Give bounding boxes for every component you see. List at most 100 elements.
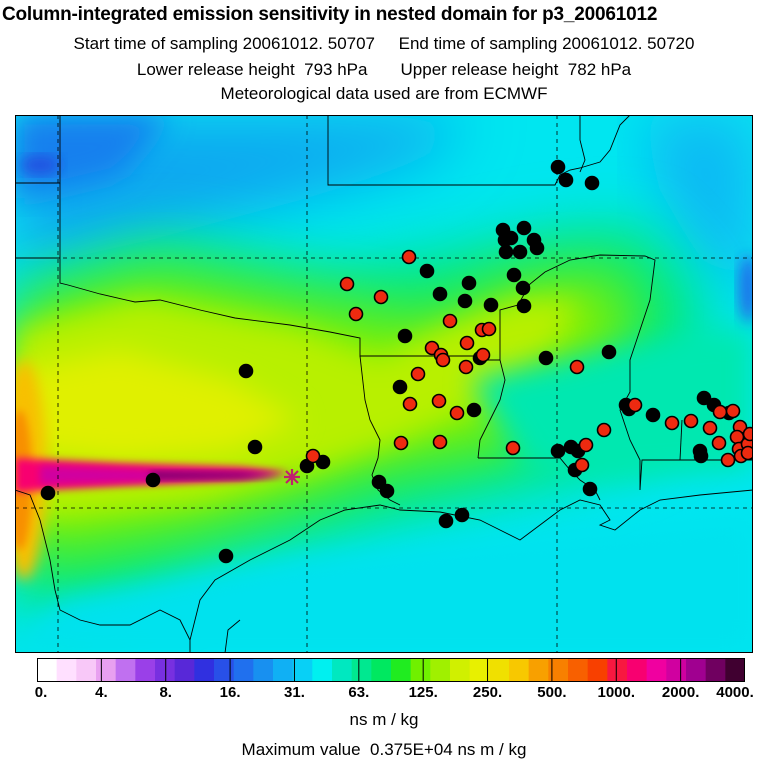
colorbar-cell (509, 658, 530, 682)
colorbar (37, 658, 745, 682)
station-marker (627, 397, 643, 413)
station-marker (711, 435, 727, 451)
colorbar-cell (627, 658, 648, 682)
station-marker (664, 415, 680, 431)
release-height-line: Lower release height 793 hPa Upper relea… (136, 60, 632, 79)
colorbar-tick-label: 31. (284, 684, 305, 701)
station-marker (550, 159, 566, 175)
colorbar-cell (37, 658, 58, 682)
colorbar-tick-label: 125. (408, 684, 438, 701)
station-marker (432, 286, 448, 302)
station-marker (601, 344, 617, 360)
station-marker (466, 402, 482, 418)
station-marker (645, 407, 661, 423)
station-marker (442, 313, 458, 329)
colorbar-tick-label: 2000. (661, 684, 700, 701)
colorbar-cell (686, 658, 707, 682)
colorbar-cell (155, 658, 176, 682)
met-data-line: Meteorological data used are from ECMWF (220, 84, 548, 103)
station-marker (402, 396, 418, 412)
colorbar-tick-label: 500. (537, 684, 567, 701)
station-marker (401, 249, 417, 265)
station-marker (373, 289, 389, 305)
station-marker (515, 280, 531, 296)
sampling-time-line: Start time of sampling 20061012. 50707 E… (73, 34, 695, 53)
station-marker (218, 548, 234, 564)
station-marker (438, 513, 454, 529)
station-marker (247, 439, 263, 455)
station-marker (371, 474, 387, 490)
colorbar-cell (705, 658, 726, 682)
sensitivity-field (15, 115, 753, 653)
station-markers-red (305, 249, 753, 473)
station-marker (459, 335, 475, 351)
station-marker (431, 393, 447, 409)
station-marker (569, 359, 585, 375)
station-marker (40, 485, 56, 501)
plot-title: Column-integrated emission sensitivity i… (2, 4, 658, 25)
colorbar-cell (233, 658, 254, 682)
station-marker (742, 426, 753, 442)
station-marker (596, 422, 612, 438)
station-marker (505, 440, 521, 456)
station-marker (558, 172, 574, 188)
station-marker (725, 403, 741, 419)
station-marker (516, 298, 532, 314)
station-marker (498, 244, 514, 260)
colorbar-cell (548, 658, 569, 682)
colorbar-unit: ns m / kg (349, 710, 419, 729)
station-marker (550, 443, 566, 459)
station-marker (712, 404, 728, 420)
colorbar-cell (725, 658, 745, 682)
station-marker (475, 347, 491, 363)
colorbar-tick-label: 250. (472, 684, 503, 701)
station-marker (410, 366, 426, 382)
colorbar-cell (450, 658, 471, 682)
colorbar-cell (76, 658, 97, 682)
station-marker (512, 244, 528, 260)
station-marker (529, 240, 545, 256)
sensitivity-map (15, 115, 753, 653)
station-marker (696, 390, 712, 406)
colorbar-cell (469, 658, 490, 682)
colorbar-cell (666, 658, 687, 682)
colorbar-tick-label: 63. (348, 684, 370, 701)
colorbar-cell (273, 658, 294, 682)
station-marker (503, 230, 519, 246)
station-marker (693, 448, 709, 464)
station-marker (506, 267, 522, 283)
station-marker (582, 481, 598, 497)
station-marker (238, 363, 254, 379)
colorbar-cell (115, 658, 136, 682)
colorbar-cell (312, 658, 333, 682)
station-marker (574, 457, 590, 473)
lat-lon-grid (15, 115, 753, 653)
station-marker (397, 328, 413, 344)
colorbar-cell (56, 658, 77, 682)
station-marker (538, 350, 554, 366)
station-marker (516, 220, 532, 236)
colorbar-cell (430, 658, 451, 682)
station-marker (419, 263, 435, 279)
station-marker (348, 306, 364, 322)
station-marker (393, 435, 409, 451)
station-marker (457, 293, 473, 309)
colorbar-tick-label: 1000. (597, 684, 636, 701)
colorbar-cell (607, 658, 628, 682)
release-point-marker (284, 469, 300, 485)
colorbar-cell (292, 658, 313, 682)
colorbar-cell (174, 658, 195, 682)
colorbar-cell (587, 658, 608, 682)
colorbar-cell (371, 658, 392, 682)
station-marker (578, 437, 594, 453)
colorbar-cell (646, 658, 667, 682)
station-marker (461, 275, 477, 291)
colorbar-tick-label: 8. (159, 684, 172, 701)
maximum-value-text: Maximum value 0.375E+04 ns m / kg (241, 740, 527, 759)
station-marker (740, 445, 753, 461)
station-marker (481, 321, 497, 337)
colorbar-cell (332, 658, 353, 682)
station-marker (432, 434, 448, 450)
station-marker (683, 413, 699, 429)
colorbar-cell (253, 658, 274, 682)
